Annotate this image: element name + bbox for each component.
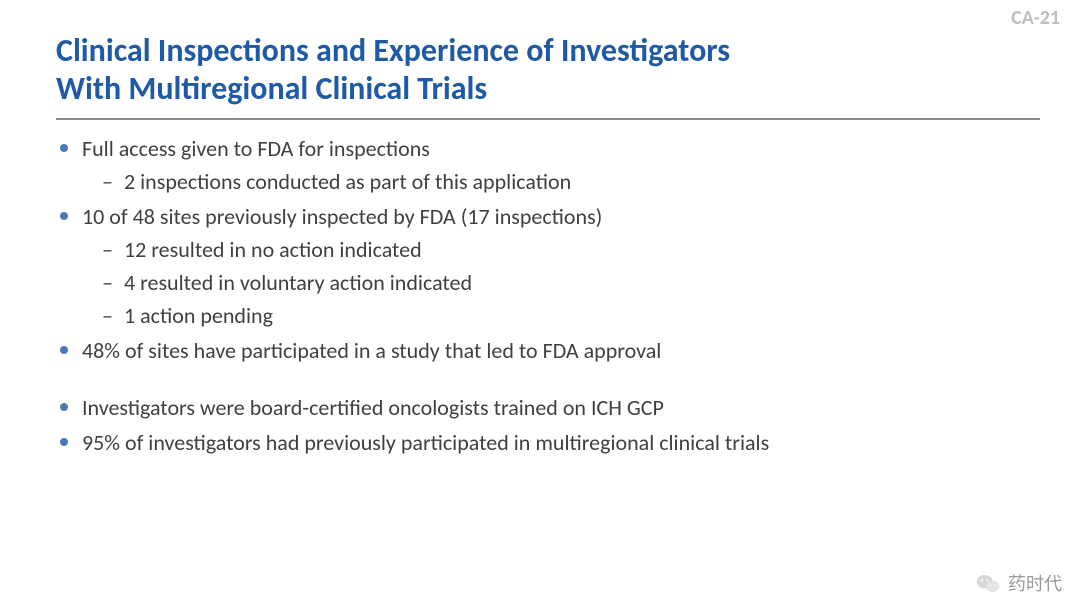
sub-bullet-item: 4 resulted in voluntary action indicated xyxy=(102,266,1024,299)
bullet-list: Full access given to FDA for inspections… xyxy=(56,132,1024,367)
sub-bullet-item: 12 resulted in no action indicated xyxy=(102,233,1024,266)
watermark: 药时代 xyxy=(976,570,1062,596)
slide-number: CA-21 xyxy=(1011,6,1060,30)
slide-title: Clinical Inspections and Experience of I… xyxy=(56,32,1040,120)
bullet-text: 48% of sites have participated in a stud… xyxy=(82,337,661,364)
watermark-text: 药时代 xyxy=(1008,570,1062,596)
title-line-1: Clinical Inspections and Experience of I… xyxy=(56,32,1040,70)
sub-bullet-item: 1 action pending xyxy=(102,299,1024,332)
bullet-item: Full access given to FDA for inspections… xyxy=(56,132,1024,198)
wechat-icon xyxy=(976,573,1000,593)
bullet-text: 95% of investigators had previously part… xyxy=(82,429,769,456)
paragraph-gap xyxy=(56,369,1024,391)
bullet-text: Full access given to FDA for inspections xyxy=(82,135,430,162)
sub-list: 12 resulted in no action indicated 4 res… xyxy=(82,233,1024,332)
bullet-item: Investigators were board-certified oncol… xyxy=(56,391,1024,424)
bullet-list: Investigators were board-certified oncol… xyxy=(56,391,1024,459)
sub-list: 2 inspections conducted as part of this … xyxy=(82,165,1024,198)
title-line-2: With Multiregional Clinical Trials xyxy=(56,70,1040,108)
title-divider xyxy=(56,118,1040,120)
slide: CA-21 Clinical Inspections and Experienc… xyxy=(0,0,1080,608)
bullet-text: Investigators were board-certified oncol… xyxy=(82,394,664,421)
bullet-item: 48% of sites have participated in a stud… xyxy=(56,334,1024,367)
bullet-item: 10 of 48 sites previously inspected by F… xyxy=(56,200,1024,332)
bullet-item: 95% of investigators had previously part… xyxy=(56,426,1024,459)
sub-bullet-item: 2 inspections conducted as part of this … xyxy=(102,165,1024,198)
slide-body: Full access given to FDA for inspections… xyxy=(56,132,1024,461)
bullet-text: 10 of 48 sites previously inspected by F… xyxy=(82,203,602,230)
